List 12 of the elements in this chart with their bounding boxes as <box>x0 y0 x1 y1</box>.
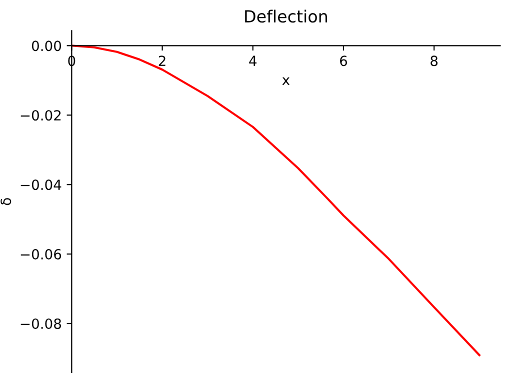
x-tick-label: 4 <box>249 56 257 66</box>
y-tick-label: −0.04 <box>20 180 62 190</box>
x-tick-label: 8 <box>430 56 438 66</box>
y-tick-label: −0.08 <box>20 318 62 329</box>
x-tick-label: 2 <box>158 56 166 66</box>
x-tick-label: 6 <box>340 56 348 66</box>
x-axis-title: x <box>282 77 290 85</box>
y-tick-label: 0.00 <box>32 40 62 52</box>
y-tick-label: −0.06 <box>20 249 62 260</box>
y-tick-label: −0.02 <box>20 110 61 121</box>
y-axis-title: δ <box>0 198 12 206</box>
chart-title: Deflection <box>245 10 327 23</box>
